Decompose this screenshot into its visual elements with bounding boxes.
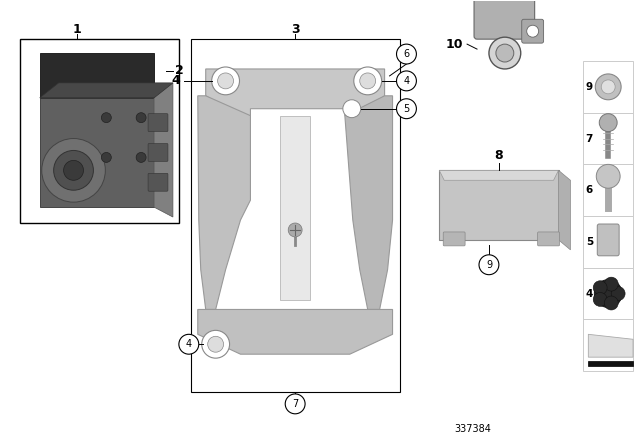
Circle shape <box>611 287 625 301</box>
Polygon shape <box>205 69 385 116</box>
Circle shape <box>604 277 618 291</box>
Circle shape <box>604 296 618 310</box>
Text: 9: 9 <box>486 260 492 270</box>
Polygon shape <box>345 96 392 310</box>
Text: 6: 6 <box>586 185 593 195</box>
Circle shape <box>212 67 239 95</box>
FancyBboxPatch shape <box>40 98 154 207</box>
Circle shape <box>136 113 146 123</box>
Text: 1: 1 <box>72 23 81 36</box>
Bar <box>583 319 633 371</box>
Circle shape <box>397 99 417 119</box>
Polygon shape <box>198 310 392 354</box>
Text: 7: 7 <box>292 399 298 409</box>
Text: 4: 4 <box>586 289 593 298</box>
Polygon shape <box>439 170 559 240</box>
Bar <box>280 116 310 300</box>
FancyBboxPatch shape <box>474 0 534 39</box>
Circle shape <box>101 113 111 123</box>
Circle shape <box>63 160 83 180</box>
Bar <box>583 216 633 268</box>
FancyBboxPatch shape <box>444 232 465 246</box>
Bar <box>20 39 179 223</box>
Circle shape <box>593 293 607 306</box>
Bar <box>191 39 399 392</box>
Text: 5: 5 <box>586 237 593 247</box>
Circle shape <box>479 255 499 275</box>
Text: 337384: 337384 <box>454 424 491 434</box>
Text: 8: 8 <box>495 149 503 162</box>
Circle shape <box>218 73 234 89</box>
Circle shape <box>397 44 417 64</box>
Circle shape <box>288 223 302 237</box>
FancyBboxPatch shape <box>148 143 168 161</box>
Polygon shape <box>588 334 633 357</box>
Polygon shape <box>559 170 570 250</box>
Circle shape <box>593 281 607 295</box>
Circle shape <box>343 100 361 118</box>
Text: 4: 4 <box>186 339 192 349</box>
Circle shape <box>496 44 514 62</box>
Polygon shape <box>154 83 173 217</box>
FancyBboxPatch shape <box>148 173 168 191</box>
Bar <box>583 113 633 164</box>
Circle shape <box>101 152 111 162</box>
Text: 6: 6 <box>403 49 410 59</box>
Circle shape <box>596 164 620 188</box>
Circle shape <box>489 37 521 69</box>
Circle shape <box>208 336 223 352</box>
Bar <box>583 164 633 216</box>
Polygon shape <box>40 83 173 98</box>
Circle shape <box>595 74 621 100</box>
Text: 4: 4 <box>403 76 410 86</box>
FancyBboxPatch shape <box>522 19 543 43</box>
Text: 3: 3 <box>291 23 300 36</box>
Circle shape <box>599 114 617 132</box>
Polygon shape <box>198 96 250 310</box>
FancyBboxPatch shape <box>40 53 154 98</box>
Circle shape <box>397 71 417 91</box>
Circle shape <box>136 152 146 162</box>
Text: 2: 2 <box>175 65 183 78</box>
Circle shape <box>595 280 622 307</box>
Text: 10: 10 <box>445 38 463 51</box>
Text: 7: 7 <box>586 134 593 143</box>
Circle shape <box>601 80 615 94</box>
Circle shape <box>202 330 230 358</box>
Circle shape <box>54 151 93 190</box>
FancyBboxPatch shape <box>148 114 168 132</box>
Polygon shape <box>439 170 559 180</box>
Circle shape <box>354 67 381 95</box>
FancyBboxPatch shape <box>597 224 619 256</box>
Bar <box>583 268 633 319</box>
Text: 9: 9 <box>586 82 593 92</box>
Circle shape <box>42 138 106 202</box>
FancyBboxPatch shape <box>538 232 559 246</box>
Text: 5: 5 <box>403 104 410 114</box>
Circle shape <box>360 73 376 89</box>
Circle shape <box>179 334 199 354</box>
Text: 4: 4 <box>172 74 180 87</box>
Circle shape <box>527 25 539 37</box>
Circle shape <box>285 394 305 414</box>
Bar <box>583 61 633 113</box>
Bar <box>588 361 633 366</box>
